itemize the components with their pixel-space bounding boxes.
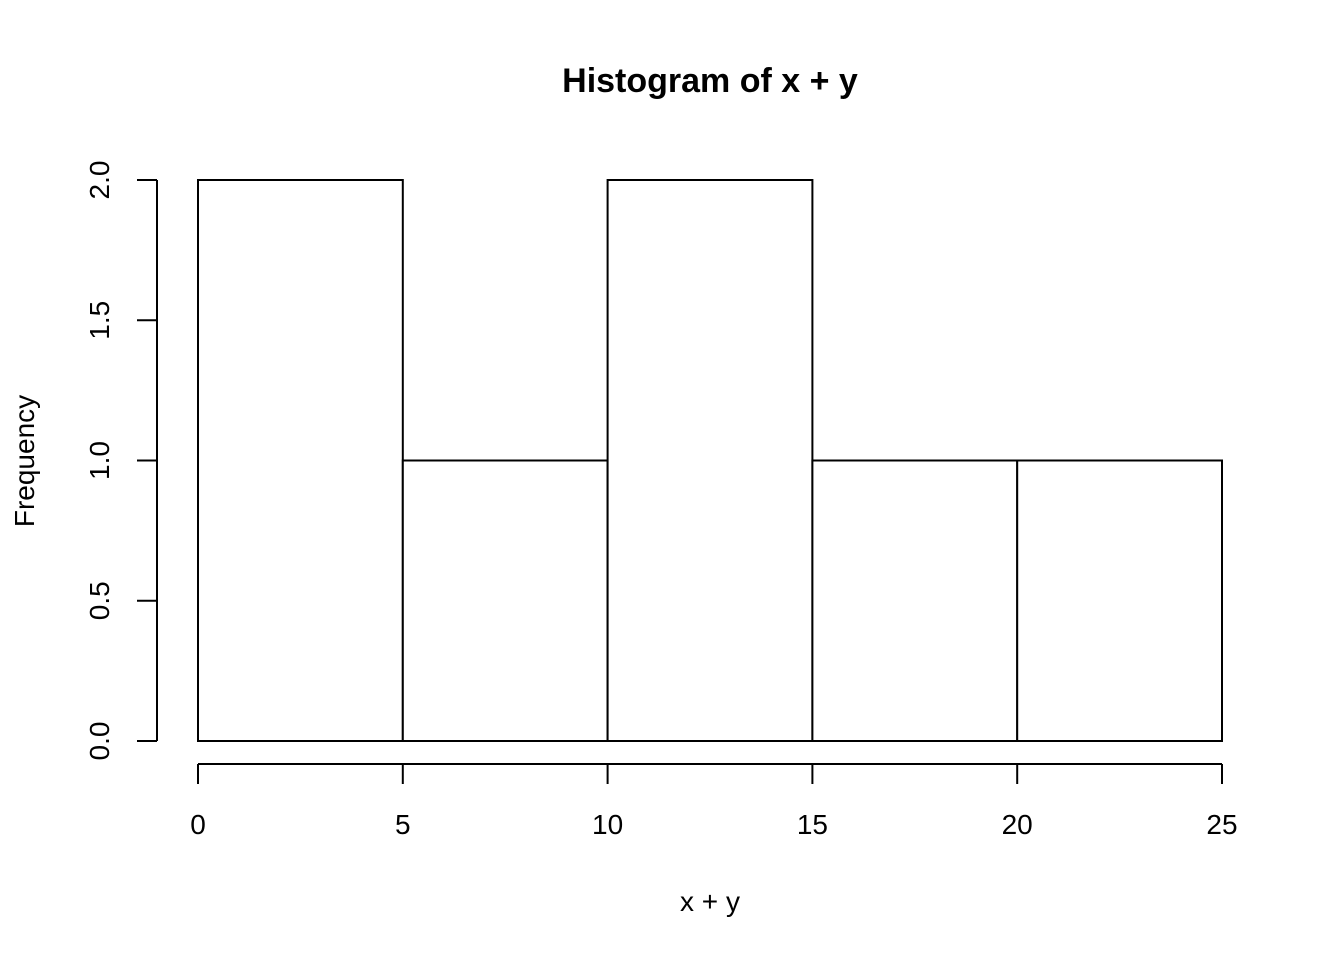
chart-title: Histogram of x + y — [562, 62, 858, 100]
x-tick-label-1: 5 — [395, 809, 411, 840]
histogram-bar-4 — [1016, 459, 1224, 742]
x-axis-label: x + y — [680, 886, 740, 917]
bars-group — [197, 179, 1224, 742]
y-tick-label-2: 1.0 — [84, 441, 115, 480]
histogram-bar-3 — [811, 459, 1019, 742]
x-tick-label-3: 15 — [797, 809, 828, 840]
x-tick-label-5: 25 — [1206, 809, 1237, 840]
y-axis-label: Frequency — [9, 395, 40, 527]
y-tick-label-4: 2.0 — [84, 161, 115, 200]
y-tick-label-1: 0.5 — [84, 581, 115, 620]
y-tick-label-3: 1.5 — [84, 301, 115, 340]
y-axis: 0.0 0.5 1.0 1.5 2.0 — [84, 161, 158, 761]
x-tick-label-2: 10 — [592, 809, 623, 840]
x-tick-label-0: 0 — [190, 809, 206, 840]
histogram-bar-0 — [197, 179, 404, 742]
y-tick-label-0: 0.0 — [84, 722, 115, 761]
x-axis: 0 5 10 15 20 25 — [190, 763, 1238, 840]
histogram-bar-1 — [401, 459, 609, 742]
histogram-bar-2 — [606, 179, 814, 742]
x-tick-label-4: 20 — [1002, 809, 1033, 840]
